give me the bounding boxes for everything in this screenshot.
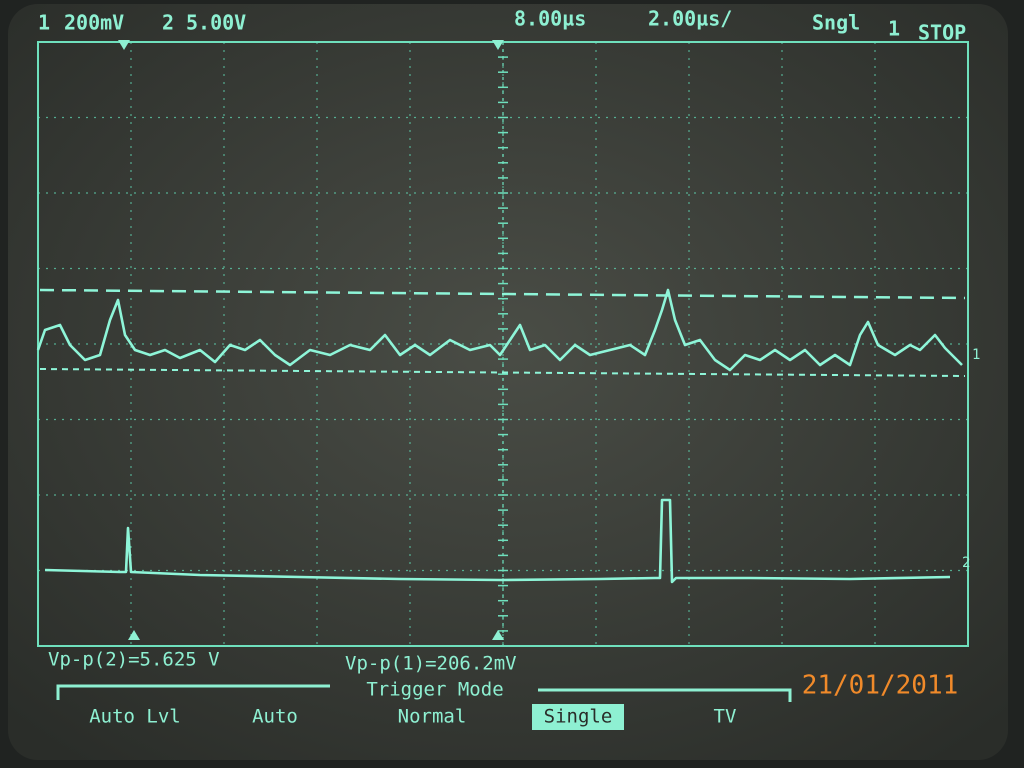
ch-marker-bottom <box>128 630 140 640</box>
softkey[interactable]: Single <box>544 706 613 728</box>
ch1-time-marker <box>118 40 130 50</box>
trigger-position: 8.00µs <box>514 7 586 31</box>
ch2-number: 2 <box>162 11 174 35</box>
ch1-number: 1 <box>38 11 50 35</box>
channel1-trace <box>36 288 963 372</box>
softkeys: Auto Lvl Auto Normal Single TV <box>89 704 736 730</box>
trigger-source: 1 <box>888 17 900 41</box>
ch1-scale: 200mV <box>64 11 124 35</box>
ch2-marker: 2 <box>962 555 970 571</box>
timebase: 2.00µs/ <box>648 7 732 31</box>
acquisition-mode: Sngl <box>812 11 860 35</box>
run-state: STOP <box>918 21 966 45</box>
softkey-highlight <box>532 704 624 730</box>
trigger-marker-bottom <box>492 630 504 640</box>
trigger-marker <box>492 40 504 50</box>
graticule <box>38 41 968 647</box>
softkey[interactable]: Auto <box>252 706 298 728</box>
measurement: Vp-p(2)=5.625 V <box>48 649 220 671</box>
channel2-trace <box>44 498 951 584</box>
cursor-lower <box>39 368 966 377</box>
cursor-upper <box>39 288 966 300</box>
menu-bracket-left <box>56 684 330 700</box>
measurement: Vp-p(1)=206.2mV <box>345 653 517 675</box>
menu-bracket-right <box>538 688 792 702</box>
ch1-marker: 1 <box>972 347 980 363</box>
softkey[interactable]: Normal <box>398 706 467 728</box>
softkey[interactable]: Auto Lvl <box>89 706 181 728</box>
menu-title: Trigger Mode <box>366 679 503 701</box>
graticule-frame <box>37 41 969 647</box>
date-stamp: 21/01/2011 <box>802 671 959 701</box>
ch2-scale: 5.00V <box>186 11 246 35</box>
softkey[interactable]: TV <box>714 706 737 728</box>
